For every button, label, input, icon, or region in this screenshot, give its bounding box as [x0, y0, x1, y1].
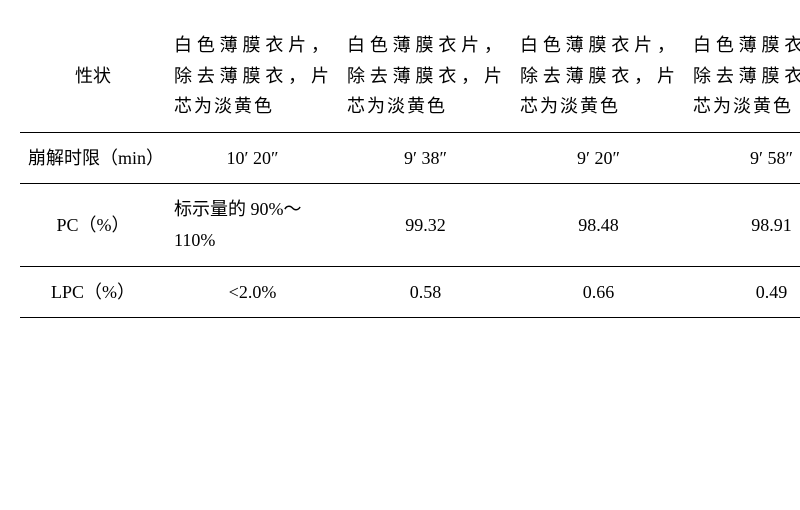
table-row: LPC（%） <2.0% 0.58 0.66 0.49	[20, 266, 800, 318]
data-table: 性状 白色薄膜衣片，除去薄膜衣，片芯为淡黄色 白色薄膜衣片，除去薄膜衣，片芯为淡…	[20, 20, 800, 318]
cell: 白色薄膜衣片，除去薄膜衣，片芯为淡黄色	[339, 20, 512, 132]
cell: 白色薄膜衣片，除去薄膜衣，片芯为淡黄色	[512, 20, 685, 132]
cell: 98.91	[685, 184, 800, 266]
cell: 99.32	[339, 184, 512, 266]
cell: 9′ 58″	[685, 132, 800, 184]
row-label: 性状	[20, 20, 166, 132]
row-label: 崩解时限（min）	[20, 132, 166, 184]
cell: 0.66	[512, 266, 685, 318]
cell: 98.48	[512, 184, 685, 266]
cell: 白色薄膜衣片，除去薄膜衣，片芯为淡黄色	[685, 20, 800, 132]
row-label: LPC（%）	[20, 266, 166, 318]
table-row: 崩解时限（min） 10′ 20″ 9′ 38″ 9′ 20″ 9′ 58″	[20, 132, 800, 184]
cell: <2.0%	[166, 266, 339, 318]
cell: 0.58	[339, 266, 512, 318]
cell: 9′ 20″	[512, 132, 685, 184]
cell: 9′ 38″	[339, 132, 512, 184]
cell: 0.49	[685, 266, 800, 318]
table-row: PC（%） 标示量的 90%～110% 99.32 98.48 98.91	[20, 184, 800, 266]
cell: 白色薄膜衣片，除去薄膜衣，片芯为淡黄色	[166, 20, 339, 132]
data-table-wrap: 性状 白色薄膜衣片，除去薄膜衣，片芯为淡黄色 白色薄膜衣片，除去薄膜衣，片芯为淡…	[20, 20, 780, 318]
row-label: PC（%）	[20, 184, 166, 266]
cell: 10′ 20″	[166, 132, 339, 184]
table-row: 性状 白色薄膜衣片，除去薄膜衣，片芯为淡黄色 白色薄膜衣片，除去薄膜衣，片芯为淡…	[20, 20, 800, 132]
cell: 标示量的 90%～110%	[166, 184, 339, 266]
